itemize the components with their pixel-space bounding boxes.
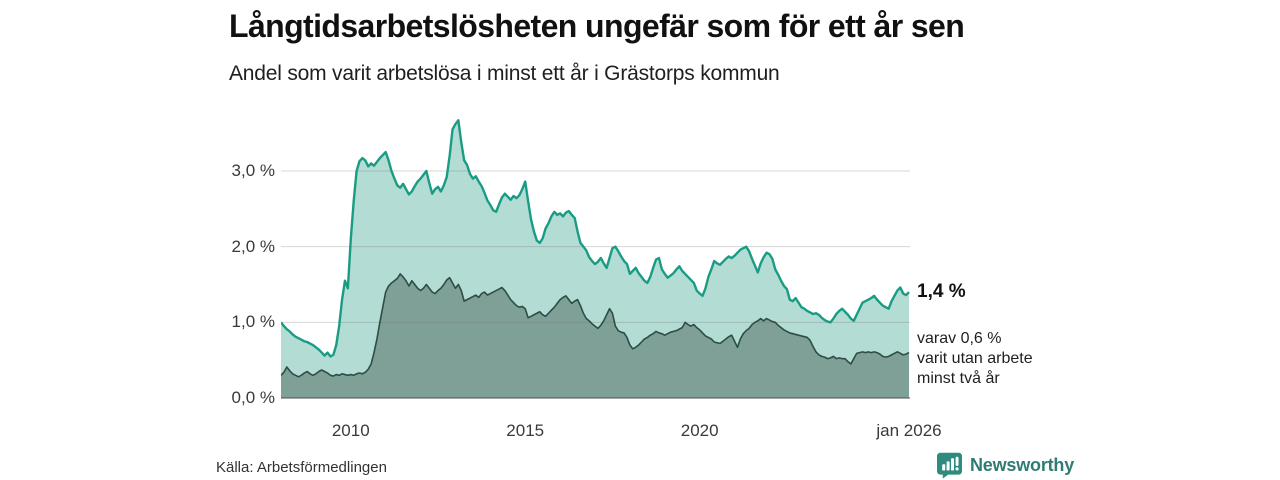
branding-wordmark: Newsworthy (970, 455, 1075, 475)
x-tick-label-2020: 2020 (680, 421, 719, 440)
two-year-annotation: varav 0,6 % varit utan arbete minst två … (917, 329, 1033, 389)
x-tick-label-jan2026: jan 2026 (876, 421, 942, 440)
branding: Newsworthy (936, 452, 1074, 479)
two-year-annotation-line-2: varit utan arbete (917, 350, 1033, 367)
logo-bar-1 (942, 464, 946, 471)
page-title: Långtidsarbetslösheten ungefär som för e… (229, 8, 965, 44)
chart-subtitle: Andel som varit arbetslösa i minst ett å… (229, 62, 780, 85)
two-year-line (281, 273, 910, 378)
two-year-annotation-line-3: minst två år (917, 370, 1000, 387)
y-tick-label-2: 2,0 % (231, 236, 275, 256)
logo-exclamation-bar (955, 456, 959, 466)
x-tick-label-2010: 2010 (331, 421, 370, 440)
total-line (281, 119, 910, 358)
latest-value-label: 1,4 % (917, 281, 966, 302)
y-tick-label-1: 1,0 % (231, 312, 275, 332)
logo-bar-2 (946, 461, 950, 471)
source-note: Källa: Arbetsförmedlingen (216, 459, 387, 476)
y-tick-label-3: 3,0 % (231, 160, 275, 180)
newsworthy-logo-icon (937, 452, 962, 479)
logo-bar-3 (951, 458, 954, 471)
y-tick-label-0: 0,0 % (231, 388, 275, 407)
two-year-annotation-line-1: varav 0,6 % (917, 330, 1002, 347)
two-year-area (281, 273, 909, 398)
logo-exclamation-dot (955, 467, 959, 471)
chart-svg (281, 119, 910, 399)
x-tick-label-2015: 2015 (506, 421, 545, 440)
